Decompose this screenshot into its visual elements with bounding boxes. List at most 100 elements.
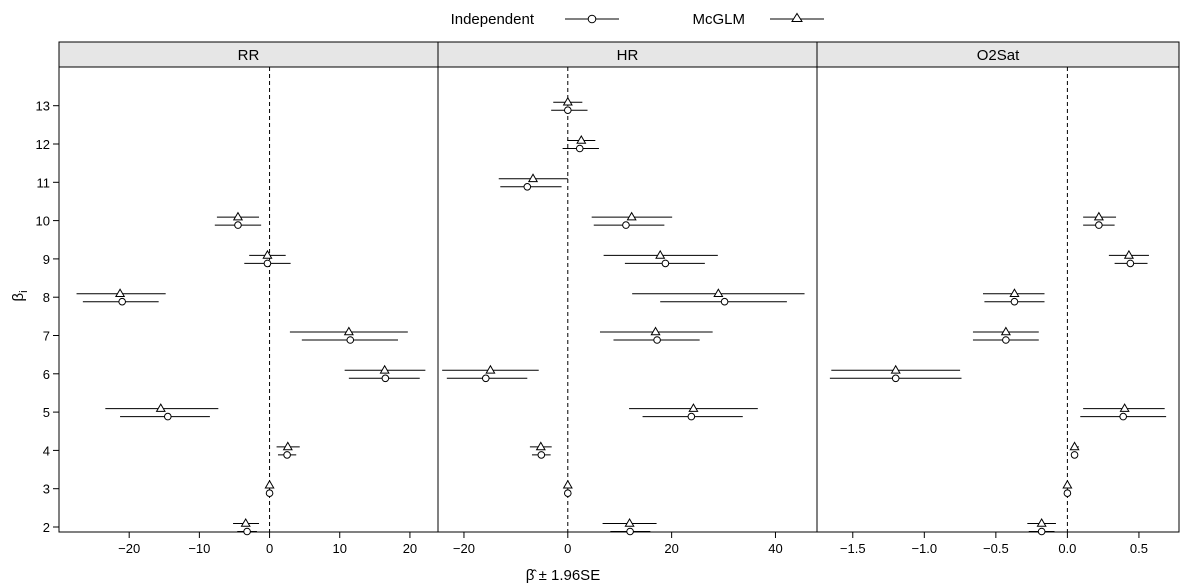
point-independent-hr bbox=[661, 259, 670, 268]
svg-text:βi: βi bbox=[10, 290, 30, 301]
legend-label-independent: Independent bbox=[451, 11, 535, 28]
y-tick-label: 13 bbox=[36, 99, 50, 114]
point-independent-hr bbox=[575, 144, 584, 153]
point-independent-o2sat bbox=[1126, 259, 1135, 268]
y-axis-title-sub: i bbox=[18, 290, 30, 292]
point-mcglm-hr bbox=[485, 364, 496, 374]
x-axis-title: β̂ ± 1.96SE bbox=[526, 567, 600, 584]
strip-title-hr: HR bbox=[617, 47, 639, 64]
y-tick-label: 3 bbox=[43, 482, 50, 497]
point-independent-rr bbox=[118, 297, 126, 306]
point-independent-o2sat bbox=[1095, 221, 1103, 229]
point-independent-hr bbox=[622, 221, 630, 229]
point-mcglm-hr bbox=[562, 96, 573, 106]
y-axis-title: βi bbox=[10, 290, 30, 301]
x-tick-label-hr: 40 bbox=[768, 541, 782, 556]
panels: RR −20 −10 0 10 20 HR −20 0 20 40 O2Sat −1.5 −1.0 −0.5… bbox=[58, 41, 1180, 556]
point-mcglm-hr bbox=[535, 441, 546, 451]
point-mcglm-rr bbox=[264, 479, 275, 489]
point-mcglm-rr bbox=[240, 517, 251, 527]
y-tick-label: 9 bbox=[43, 252, 50, 267]
y-tick-label: 7 bbox=[43, 329, 50, 344]
point-mcglm-o2sat bbox=[1009, 288, 1020, 297]
point-independent-rr bbox=[163, 412, 172, 421]
point-mcglm-hr bbox=[655, 249, 666, 259]
x-tick-label-rr: −10 bbox=[188, 541, 210, 556]
point-mcglm-hr bbox=[576, 134, 587, 144]
point-independent-rr bbox=[265, 489, 274, 498]
x-tick-label-o2sat: 0.5 bbox=[1130, 541, 1148, 556]
point-mcglm-o2sat bbox=[1123, 249, 1134, 259]
point-independent-o2sat bbox=[1063, 489, 1072, 498]
panel-frame-hr bbox=[437, 66, 818, 533]
point-independent-hr bbox=[687, 412, 696, 421]
point-mcglm-hr bbox=[688, 403, 699, 412]
y-tick-label: 8 bbox=[43, 290, 50, 305]
strip-title-rr: RR bbox=[238, 47, 260, 64]
point-mcglm-rr bbox=[379, 364, 390, 374]
panel-frame-o2sat bbox=[816, 66, 1180, 533]
point-independent-o2sat bbox=[1070, 451, 1079, 459]
point-mcglm-rr bbox=[282, 441, 293, 451]
point-independent-hr bbox=[523, 183, 532, 191]
point-independent-hr bbox=[563, 106, 572, 114]
point-mcglm-o2sat bbox=[1093, 211, 1104, 221]
point-mcglm-rr bbox=[114, 288, 126, 297]
point-independent-rr bbox=[243, 527, 251, 536]
y-axis-title-main: β bbox=[10, 293, 27, 302]
point-mcglm-hr bbox=[562, 479, 573, 489]
point-independent-rr bbox=[234, 221, 242, 229]
point-mcglm-hr bbox=[624, 517, 635, 527]
x-tick-label-hr: −20 bbox=[453, 541, 475, 556]
y-tick-label: 12 bbox=[36, 137, 50, 152]
x-tick-label-o2sat: 0.0 bbox=[1058, 541, 1076, 556]
panel-hr: HR −20 0 20 40 bbox=[437, 41, 818, 556]
point-mcglm-hr bbox=[713, 288, 724, 297]
point-independent-rr bbox=[346, 336, 355, 344]
strip-title-o2sat: O2Sat bbox=[977, 47, 1020, 64]
point-mcglm-o2sat bbox=[1062, 479, 1073, 489]
point-independent-hr bbox=[481, 374, 490, 383]
point-independent-rr bbox=[283, 451, 291, 459]
panel-frame-rr bbox=[58, 66, 439, 533]
point-mcglm-rr bbox=[262, 249, 273, 259]
x-tick-label-rr: 0 bbox=[266, 541, 273, 556]
point-mcglm-hr bbox=[626, 211, 637, 221]
legend-triangle-marker bbox=[791, 12, 803, 22]
point-mcglm-o2sat bbox=[1000, 326, 1011, 336]
legend-label-mcglm: McGLM bbox=[693, 11, 746, 28]
point-independent-o2sat bbox=[1010, 297, 1019, 306]
x-tick-label-rr: −20 bbox=[118, 541, 140, 556]
x-tick-label-rr: 10 bbox=[333, 541, 347, 556]
point-independent-hr bbox=[720, 297, 729, 306]
point-independent-hr bbox=[653, 336, 661, 344]
point-independent-rr bbox=[381, 374, 390, 383]
y-tick-label: 10 bbox=[36, 214, 50, 229]
point-mcglm-o2sat bbox=[1119, 403, 1130, 412]
y-tick-label: 4 bbox=[43, 443, 50, 458]
point-mcglm-hr bbox=[650, 326, 661, 336]
strip-o2sat bbox=[816, 41, 1180, 68]
point-mcglm-hr bbox=[527, 173, 539, 183]
point-mcglm-o2sat bbox=[1069, 441, 1080, 451]
y-tick-label: 6 bbox=[43, 367, 50, 382]
panel-rr: RR −20 −10 0 10 20 bbox=[58, 41, 439, 556]
y-tick-label: 2 bbox=[43, 520, 50, 535]
y-tick-label: 11 bbox=[37, 175, 51, 190]
point-mcglm-o2sat bbox=[1036, 517, 1047, 527]
strip-rr bbox=[58, 41, 439, 68]
point-mcglm-rr bbox=[232, 211, 244, 221]
x-tick-label-rr: 20 bbox=[403, 541, 417, 556]
x-tick-label-o2sat: −1.0 bbox=[911, 541, 937, 556]
point-independent-o2sat bbox=[1037, 527, 1046, 536]
point-mcglm-rr bbox=[155, 403, 166, 412]
strip-hr bbox=[437, 41, 818, 68]
legend: Independent McGLM bbox=[451, 11, 824, 28]
point-independent-rr bbox=[263, 259, 272, 268]
point-mcglm-rr bbox=[343, 326, 354, 336]
x-tick-label-hr: 20 bbox=[664, 541, 678, 556]
legend-circle-marker bbox=[587, 14, 597, 24]
x-tick-label-hr: 0 bbox=[564, 541, 571, 556]
y-tick-label: 5 bbox=[43, 405, 50, 420]
